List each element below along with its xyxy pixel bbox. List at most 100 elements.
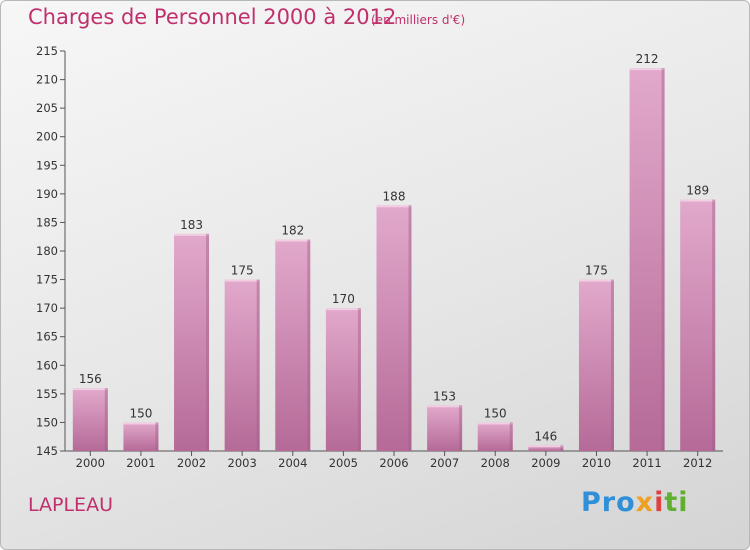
bar-fill <box>123 422 159 451</box>
logo-part-3: i <box>654 487 665 518</box>
data-label: 170 <box>332 292 355 306</box>
bar-shade <box>307 239 311 451</box>
bar-highlight <box>224 279 260 282</box>
bar <box>427 405 463 451</box>
bar-highlight <box>325 308 361 311</box>
bar-shade <box>256 279 260 451</box>
bar-highlight <box>72 388 108 391</box>
bar <box>376 205 412 451</box>
chart-subtitle: (en milliers d'€) <box>371 13 466 27</box>
logo-part-4: ti <box>664 487 689 518</box>
bar-shade <box>712 199 716 451</box>
y-tick-label: 145 <box>36 444 58 458</box>
bar-highlight <box>427 405 463 408</box>
bar-fill <box>427 405 463 451</box>
data-label: 156 <box>79 372 102 386</box>
proxiti-logo[interactable]: Proxiti <box>581 487 689 518</box>
bar-shade <box>610 279 614 451</box>
bar-fill <box>224 279 260 451</box>
bar <box>224 279 260 451</box>
data-label: 146 <box>534 429 557 443</box>
y-tick-label: 165 <box>36 330 58 344</box>
x-tick-label: 2011 <box>632 456 661 470</box>
y-tick-label: 180 <box>36 244 58 258</box>
data-label: 153 <box>433 389 456 403</box>
x-tick-label: 2006 <box>379 456 408 470</box>
y-tick-label: 175 <box>36 273 58 287</box>
data-label: 175 <box>585 264 608 278</box>
chart-title: Charges de Personnel 2000 à 2012 <box>28 5 397 29</box>
bars-group <box>72 68 716 452</box>
bar <box>275 239 311 451</box>
bar <box>477 422 513 451</box>
bar-highlight <box>528 445 564 448</box>
x-tick-label: 2001 <box>126 456 155 470</box>
bar-highlight <box>629 68 665 71</box>
bar-highlight <box>680 199 716 202</box>
x-tick-label: 2012 <box>683 456 712 470</box>
y-tick-label: 185 <box>36 215 58 229</box>
bar-shade <box>560 445 564 451</box>
y-tick-label: 195 <box>36 158 58 172</box>
y-tick-label: 210 <box>36 73 58 87</box>
data-label: 150 <box>129 406 152 420</box>
data-label: 182 <box>281 224 304 238</box>
bar-highlight <box>275 239 311 242</box>
bar <box>123 422 159 451</box>
data-label: 212 <box>636 52 659 66</box>
bar-shade <box>509 422 513 451</box>
bar-shade <box>104 388 108 451</box>
y-tick-label: 160 <box>36 358 58 372</box>
bar-highlight <box>477 422 513 425</box>
x-tick-label: 2010 <box>582 456 611 470</box>
bar-shade <box>155 422 159 451</box>
place-name: LAPLEAU <box>28 494 113 516</box>
bar <box>72 388 108 451</box>
y-tick-label: 155 <box>36 387 58 401</box>
bar-fill <box>72 388 108 451</box>
x-tick-label: 2008 <box>481 456 510 470</box>
x-tick-label: 2003 <box>228 456 257 470</box>
bar-fill <box>680 199 716 451</box>
bar-fill <box>325 308 361 451</box>
bar-highlight <box>174 233 210 236</box>
data-label: 150 <box>484 406 507 420</box>
bar-fill <box>578 279 614 451</box>
x-tick-label: 2000 <box>76 456 105 470</box>
bar-highlight <box>123 422 159 425</box>
bar <box>325 308 361 451</box>
bar <box>578 279 614 451</box>
bar-shade <box>661 68 665 452</box>
bar-shade <box>206 233 210 451</box>
bar-fill <box>477 422 513 451</box>
data-label: 189 <box>686 184 709 198</box>
bar-fill <box>629 68 665 452</box>
y-tick-label: 190 <box>36 187 58 201</box>
bar-shade <box>459 405 463 451</box>
y-tick-label: 215 <box>36 44 58 58</box>
logo-part-2: x <box>635 487 655 518</box>
bar-fill <box>528 445 564 451</box>
x-tick-label: 2007 <box>430 456 459 470</box>
bar <box>174 233 210 451</box>
x-tick-label: 2004 <box>278 456 307 470</box>
bar <box>528 445 564 451</box>
data-label: 188 <box>383 189 406 203</box>
data-label: 175 <box>231 264 254 278</box>
bar-highlight <box>376 205 412 208</box>
x-tick-label: 2009 <box>531 456 560 470</box>
x-tick-label: 2005 <box>329 456 358 470</box>
data-label: 183 <box>180 218 203 232</box>
x-tick-label: 2002 <box>177 456 206 470</box>
bar-shade <box>408 205 412 451</box>
y-tick-label: 205 <box>36 101 58 115</box>
bar-fill <box>174 233 210 451</box>
bar <box>629 68 665 452</box>
y-tick-label: 150 <box>36 415 58 429</box>
labels-group: 156 150 183 175 182 170 188 153 150 146 175 212 189 <box>79 52 709 443</box>
axes: 145 150 155 160 165 170 175 180 185 190 195 200 205 2… <box>36 44 723 470</box>
bar-fill <box>376 205 412 451</box>
y-tick-label: 200 <box>36 130 58 144</box>
